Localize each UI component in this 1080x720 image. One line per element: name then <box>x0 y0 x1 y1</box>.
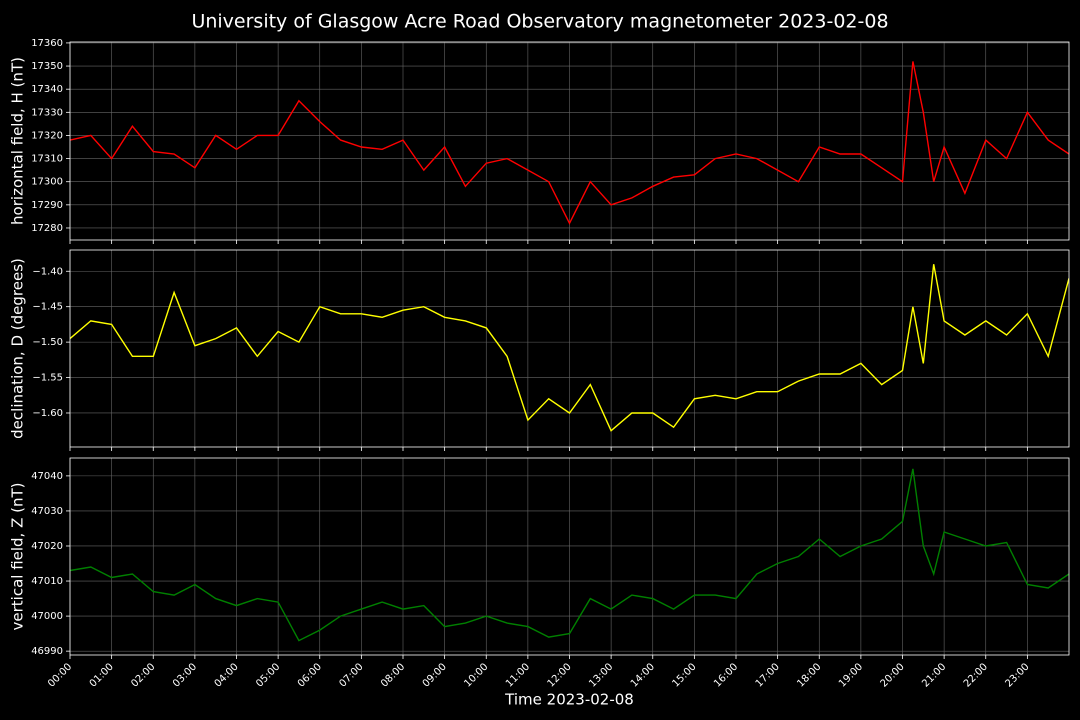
axes-frame <box>69 249 1070 448</box>
y-tick-label: 47030 <box>31 506 63 517</box>
y-tick-label: 47010 <box>31 576 63 587</box>
y-tick-label: 17300 <box>31 177 63 188</box>
y-tick-label: 17360 <box>31 38 63 49</box>
y-tick-label: 47020 <box>31 541 63 552</box>
y-tick-label: 17340 <box>31 84 63 95</box>
y-tick-label: −1.55 <box>32 373 63 384</box>
y-axis-label: vertical field, Z (nT) <box>9 482 27 630</box>
axes-frame <box>69 457 1070 656</box>
y-tick-label: 46990 <box>31 646 63 657</box>
y-tick-label: 17350 <box>31 61 63 72</box>
data-line <box>70 264 1069 432</box>
y-tick-label: 47040 <box>31 471 63 482</box>
y-tick-label: 17310 <box>31 154 63 165</box>
data-line <box>70 61 1069 225</box>
x-axis-label: Time 2023-02-08 <box>504 691 634 709</box>
y-tick-label: 47000 <box>31 611 63 622</box>
y-tick-label: −1.40 <box>32 266 63 277</box>
y-axis-label: horizontal field, H (nT) <box>9 57 27 225</box>
y-tick-label: −1.50 <box>32 337 63 348</box>
y-tick-label: 17330 <box>31 107 63 118</box>
axes-frame <box>69 41 1070 241</box>
y-tick-label: 17290 <box>31 200 63 211</box>
figure-title: University of Glasgow Acre Road Observat… <box>191 11 888 33</box>
y-axis-label: declination, D (degrees) <box>9 258 27 439</box>
y-tick-label: −1.45 <box>32 302 63 313</box>
y-tick-label: 17320 <box>31 130 63 141</box>
y-tick-label: −1.60 <box>32 408 63 419</box>
y-tick-label: 17280 <box>31 223 63 234</box>
data-line <box>70 468 1069 642</box>
